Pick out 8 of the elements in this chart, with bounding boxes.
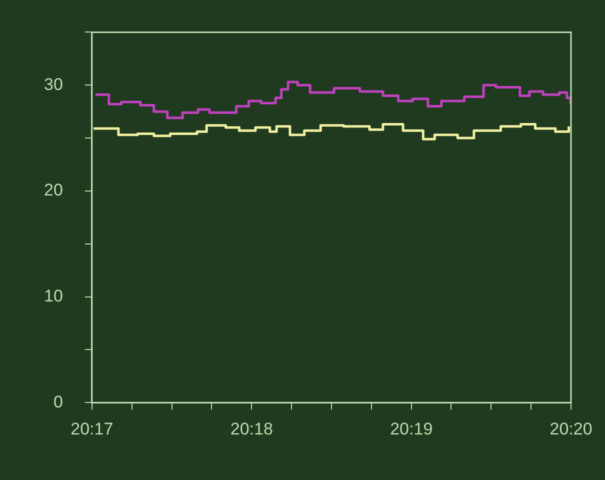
y-tick-label: 10 xyxy=(44,286,63,306)
y-tick-label: 20 xyxy=(44,180,63,200)
x-tick-label: 20:17 xyxy=(70,419,114,438)
x-tick-label: 20:18 xyxy=(230,419,273,438)
y-tick-label: 0 xyxy=(53,392,63,412)
y-tick-label: 30 xyxy=(44,74,63,94)
x-tick-label: 20:19 xyxy=(390,419,433,438)
x-tick-label: 20:20 xyxy=(550,419,592,438)
